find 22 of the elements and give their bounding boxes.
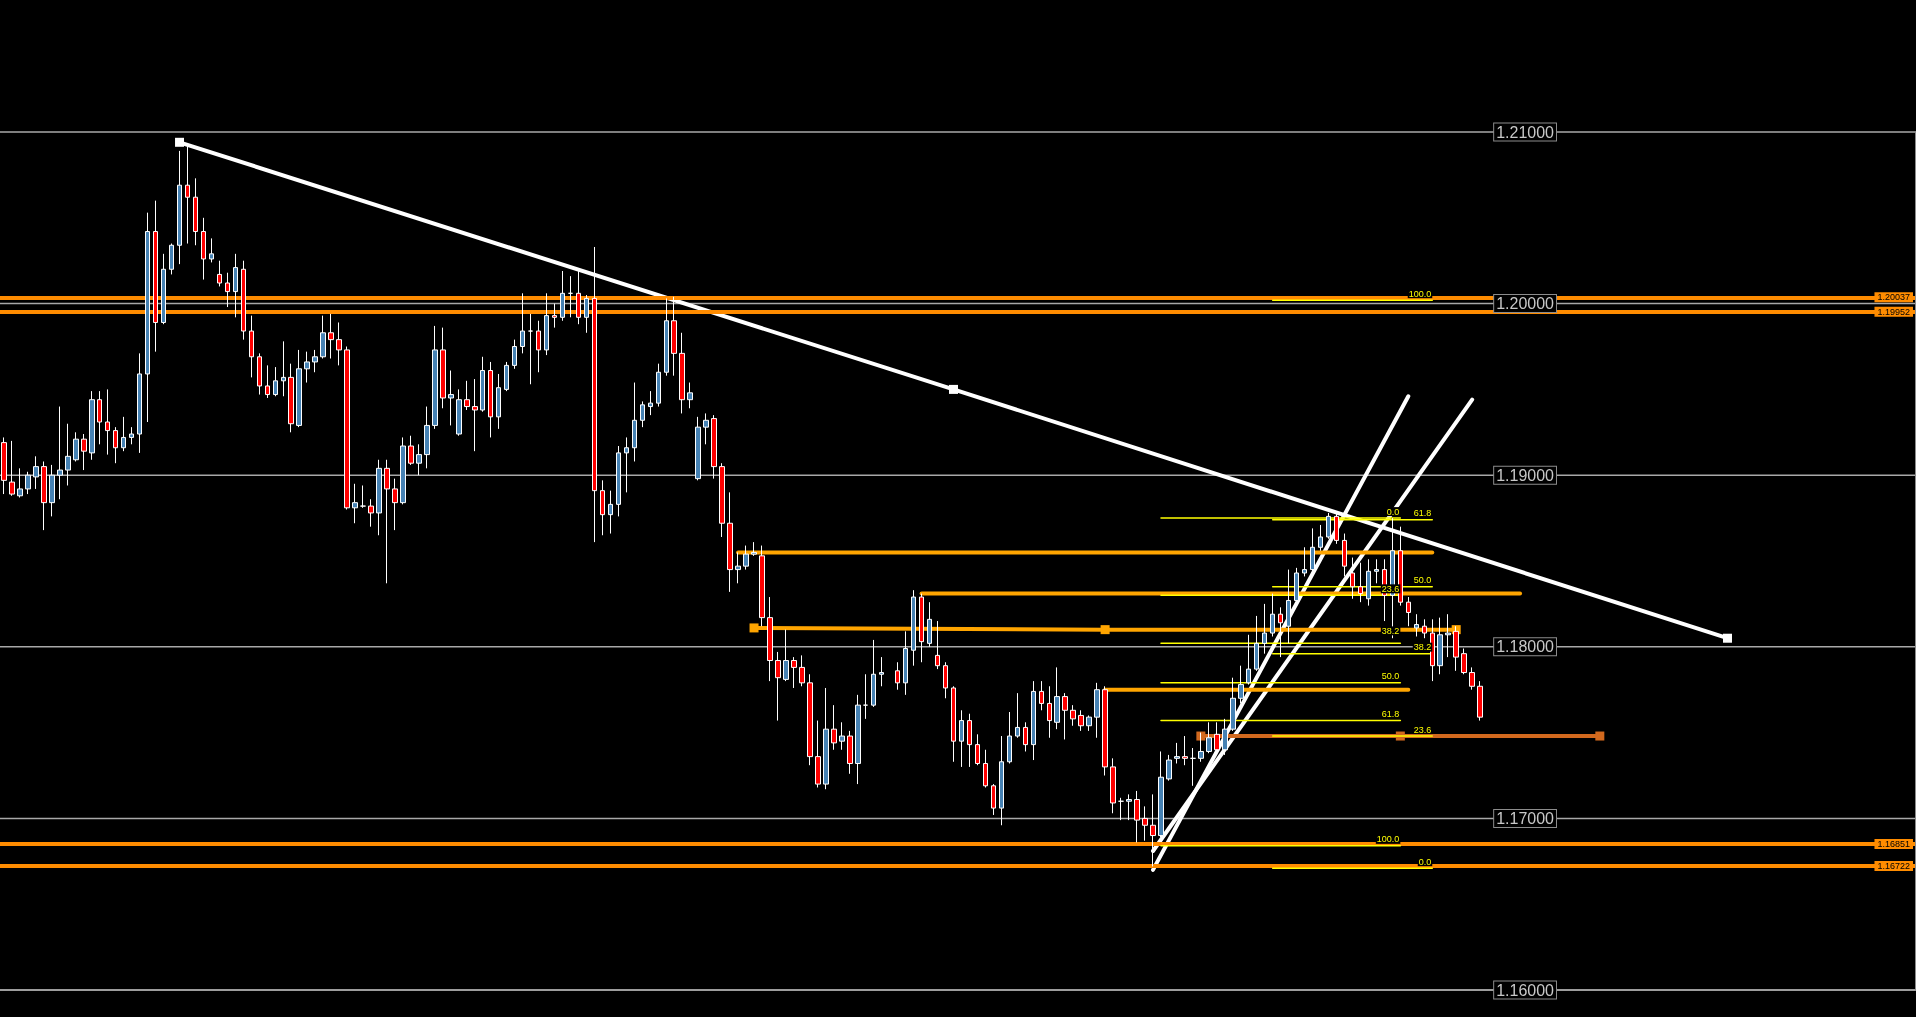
ref-line-label: 1.19952 (1877, 306, 1910, 317)
series-label: 38.2 (1381, 625, 1400, 636)
series-label: 100.0 (1408, 288, 1432, 299)
series-label: 38.2 (1413, 642, 1432, 653)
ref-line-label: 1.16722 (1877, 861, 1910, 872)
ref-line-label: 1.20037 (1877, 292, 1910, 303)
y-tick-label: 1.20000 (1496, 295, 1555, 313)
series-label: 50.0 (1413, 575, 1432, 586)
series-label: 100.0 (1376, 834, 1400, 845)
y-tick-label: 1.19000 (1496, 466, 1555, 484)
series-label: 0.0 (1418, 856, 1432, 867)
series-label: 23.6 (1413, 724, 1432, 735)
ref-line-label: 1.16851 (1877, 838, 1910, 849)
y-tick-label: 1.16000 (1496, 981, 1555, 999)
series-label: 61.8 (1413, 508, 1432, 519)
y-tick-label: 1.18000 (1496, 638, 1555, 656)
y-tick-label: 1.21000 (1496, 123, 1555, 141)
y-tick-label: 1.17000 (1496, 809, 1555, 827)
series-label: 23.6 (1381, 583, 1400, 594)
series-label: 50.0 (1381, 671, 1400, 682)
series-label: 0.0 (1386, 506, 1400, 517)
series-label: 61.8 (1381, 709, 1400, 720)
